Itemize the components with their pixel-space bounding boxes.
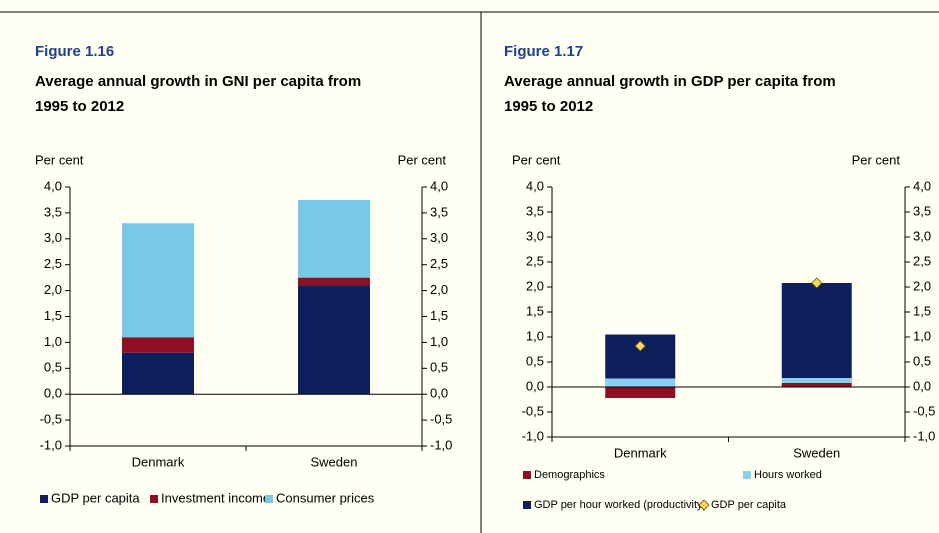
y2-tick-label: 3,0: [913, 228, 931, 243]
y2-tick-label: -0,5: [430, 412, 452, 427]
y-tick-label: 4,0: [526, 178, 544, 193]
bar-segment: [122, 223, 194, 338]
legend-label: GDP per capita: [711, 499, 787, 511]
y-tick-label: 3,5: [526, 203, 544, 218]
diamond-marker: [634, 340, 646, 352]
y2-tick-label: 4,0: [430, 178, 448, 193]
diamond-marker: [811, 277, 823, 289]
y2-tick-label: -1,0: [913, 428, 935, 443]
bar-segment: [122, 352, 194, 395]
y2-tick-label: 2,0: [430, 282, 448, 297]
legend-swatch: [523, 471, 531, 479]
bar-segment: [605, 387, 676, 398]
legend-label: GDP per capita: [51, 490, 140, 505]
figure-number: Figure 1.16: [35, 43, 114, 60]
y2-axis-label: Per cent: [398, 152, 447, 167]
legend-swatch: [265, 495, 273, 503]
y2-tick-label: 3,5: [430, 204, 448, 219]
bar-segment: [298, 199, 370, 278]
y2-tick-label: 0,5: [430, 360, 448, 375]
y-tick-label: 0,0: [44, 386, 62, 401]
y-axis-label: Per cent: [35, 152, 84, 167]
figure-number: Figure 1.17: [504, 43, 583, 60]
y-tick-label: 0,5: [526, 353, 544, 368]
y2-tick-label: -0,5: [913, 403, 935, 418]
y2-tick-label: 0,0: [430, 386, 448, 401]
y2-tick-label: 0,5: [913, 353, 931, 368]
chart-title: Average annual growth in GNI per capita …: [35, 73, 361, 115]
x-tick-label: Sweden: [311, 454, 358, 469]
y2-tick-label: 1,5: [913, 303, 931, 318]
y-tick-label: 1,0: [44, 334, 62, 349]
legend-label: GDP per hour worked (productivity): [534, 499, 706, 511]
legend-swatch: [743, 471, 751, 479]
x-tick-label: Denmark: [132, 454, 185, 469]
y-tick-label: 2,5: [44, 256, 62, 271]
y-tick-label: -0,5: [522, 403, 544, 418]
legend-label: Investment income: [161, 490, 270, 505]
bar-segment: [298, 285, 370, 395]
y-tick-label: 0,0: [526, 378, 544, 393]
y2-tick-label: 4,0: [913, 178, 931, 193]
y-tick-label: 2,0: [526, 278, 544, 293]
y2-tick-label: -1,0: [430, 437, 452, 452]
y-tick-label: -0,5: [40, 412, 62, 427]
y-tick-label: 0,5: [44, 360, 62, 375]
legend-swatch: [523, 501, 531, 509]
y-tick-label: 3,0: [44, 230, 62, 245]
x-tick-label: Sweden: [793, 445, 840, 460]
y-tick-label: 1,5: [526, 303, 544, 318]
y2-tick-label: 3,0: [430, 230, 448, 245]
bar-segment: [781, 383, 852, 387]
bar-segment: [781, 283, 852, 378]
y2-tick-label: 1,5: [430, 308, 448, 323]
y2-tick-label: 1,0: [913, 328, 931, 343]
legend-swatch: [40, 495, 48, 503]
bar-segment: [122, 337, 194, 353]
y-tick-label: 2,0: [44, 282, 62, 297]
bar-segment: [781, 378, 852, 383]
y2-tick-label: 2,0: [913, 278, 931, 293]
y-tick-label: 1,0: [526, 328, 544, 343]
legend-label: Consumer prices: [276, 490, 375, 505]
y-tick-label: 4,0: [44, 178, 62, 193]
y-tick-label: -1,0: [40, 437, 62, 452]
y-tick-label: -1,0: [522, 428, 544, 443]
y2-tick-label: 2,5: [430, 256, 448, 271]
y2-axis-label: Per cent: [852, 152, 901, 167]
legend-label: Demographics: [534, 469, 605, 481]
legend-label: Hours worked: [754, 469, 822, 481]
chart-title: Average annual growth in GDP per capita …: [504, 73, 836, 115]
y2-tick-label: 1,0: [430, 334, 448, 349]
y-tick-label: 1,5: [44, 308, 62, 323]
y-tick-label: 3,0: [526, 228, 544, 243]
x-tick-label: Denmark: [614, 445, 667, 460]
y-tick-label: 3,5: [44, 204, 62, 219]
y2-tick-label: 2,5: [913, 253, 931, 268]
legend-marker: [698, 499, 710, 511]
y-tick-label: 2,5: [526, 253, 544, 268]
legend-swatch: [150, 495, 158, 503]
bar-segment: [605, 378, 676, 387]
bar-segment: [298, 277, 370, 286]
y-axis-label: Per cent: [512, 152, 561, 167]
y2-tick-label: 0,0: [913, 378, 931, 393]
y2-tick-label: 3,5: [913, 203, 931, 218]
